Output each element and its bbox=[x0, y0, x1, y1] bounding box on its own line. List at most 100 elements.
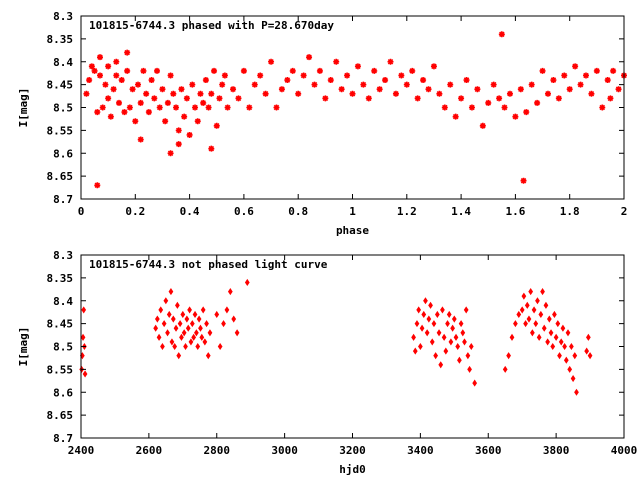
data-point bbox=[116, 99, 123, 106]
data-point bbox=[412, 347, 418, 355]
data-point bbox=[462, 338, 467, 346]
data-point bbox=[221, 320, 226, 328]
data-point bbox=[129, 86, 136, 93]
data-point bbox=[183, 95, 190, 102]
data-point bbox=[543, 301, 549, 309]
data-point bbox=[433, 352, 439, 360]
data-point bbox=[587, 352, 593, 360]
data-point bbox=[530, 329, 535, 337]
y-tick-label: 8.45 bbox=[47, 79, 74, 92]
data-point bbox=[158, 306, 164, 314]
data-point bbox=[197, 90, 204, 97]
data-point bbox=[175, 141, 182, 148]
x-tick-label: 3400 bbox=[407, 444, 434, 457]
data-point bbox=[159, 86, 166, 93]
data-point bbox=[463, 77, 470, 84]
data-point bbox=[512, 113, 519, 120]
data-point bbox=[421, 310, 427, 319]
data-point bbox=[376, 86, 383, 93]
data-point bbox=[460, 329, 466, 337]
y-tick-label: 8.6 bbox=[53, 386, 73, 399]
data-point bbox=[423, 297, 428, 305]
data-point bbox=[563, 356, 569, 364]
data-point bbox=[457, 356, 462, 364]
data-point bbox=[448, 338, 454, 346]
phased-panel: 0 0.2 0.4 0.6 0.8 1 1.2 1.4 1.6 1.8 2 8.38.358.48.… bbox=[17, 10, 627, 237]
data-point bbox=[82, 370, 88, 378]
data-point bbox=[546, 315, 552, 323]
data-point bbox=[180, 310, 186, 319]
data-point bbox=[202, 77, 209, 84]
data-point bbox=[257, 72, 264, 79]
data-point bbox=[557, 352, 562, 360]
x-tick-label: 2 bbox=[621, 205, 628, 218]
data-point bbox=[538, 310, 544, 319]
data-point bbox=[94, 182, 101, 189]
data-point bbox=[561, 72, 568, 79]
data-point bbox=[528, 288, 534, 296]
data-point bbox=[211, 67, 218, 74]
data-point bbox=[338, 86, 345, 93]
data-point bbox=[387, 58, 394, 65]
data-point bbox=[160, 342, 165, 351]
data-point bbox=[523, 320, 528, 328]
data-point bbox=[132, 118, 139, 125]
y-tick-label: 8.4 bbox=[53, 295, 73, 308]
data-point bbox=[447, 81, 454, 88]
data-point bbox=[450, 324, 455, 332]
data-point bbox=[409, 67, 416, 74]
data-point bbox=[235, 95, 242, 102]
data-point bbox=[167, 72, 174, 79]
data-point bbox=[428, 301, 433, 309]
phased-y-axis-label: I[mag] bbox=[17, 88, 30, 128]
data-point bbox=[97, 72, 104, 79]
data-point bbox=[217, 342, 223, 351]
data-point bbox=[198, 324, 203, 332]
data-point bbox=[441, 333, 447, 341]
x-tick-label: 0.6 bbox=[234, 205, 254, 218]
data-point bbox=[154, 315, 160, 323]
y-tick-label: 8.35 bbox=[47, 272, 74, 285]
data-point bbox=[586, 333, 591, 341]
data-point bbox=[168, 288, 174, 296]
data-point bbox=[574, 388, 579, 396]
data-point bbox=[429, 338, 435, 346]
data-point bbox=[446, 310, 452, 319]
data-point bbox=[83, 90, 90, 97]
data-point bbox=[382, 77, 389, 84]
data-point bbox=[153, 324, 159, 332]
data-point bbox=[569, 342, 574, 351]
data-point bbox=[186, 131, 193, 138]
data-point bbox=[418, 342, 423, 351]
data-point bbox=[86, 77, 93, 84]
data-point bbox=[349, 90, 356, 97]
data-point bbox=[178, 86, 185, 93]
x-tick-label: 1.2 bbox=[397, 205, 417, 218]
x-tick-label: 3200 bbox=[339, 444, 366, 457]
data-point bbox=[204, 320, 209, 328]
x-tick-label: 3800 bbox=[543, 444, 570, 457]
y-tick-label: 8.55 bbox=[47, 363, 74, 376]
data-point bbox=[195, 342, 201, 351]
data-point bbox=[163, 297, 169, 305]
data-point bbox=[80, 333, 86, 341]
data-point bbox=[555, 320, 561, 328]
y-tick-label: 8.3 bbox=[53, 249, 73, 262]
data-point bbox=[344, 72, 351, 79]
data-point bbox=[553, 333, 559, 341]
x-tick-label: 1.8 bbox=[560, 205, 580, 218]
data-point bbox=[181, 329, 187, 337]
data-point bbox=[273, 104, 280, 111]
data-point bbox=[251, 81, 258, 88]
data-point bbox=[189, 81, 196, 88]
data-point bbox=[519, 306, 525, 314]
data-point bbox=[501, 104, 508, 111]
data-point bbox=[541, 324, 547, 332]
data-point bbox=[99, 104, 106, 111]
unphased-y-ticks: 8.3 8.35 8.4 8.45 8.5 8.55 8.6 8.65 8.7 bbox=[47, 249, 624, 445]
data-point bbox=[533, 320, 539, 328]
y-tick-label: 8.65 bbox=[47, 170, 74, 183]
data-point bbox=[411, 333, 416, 341]
data-point bbox=[540, 288, 545, 296]
data-point bbox=[167, 150, 174, 157]
